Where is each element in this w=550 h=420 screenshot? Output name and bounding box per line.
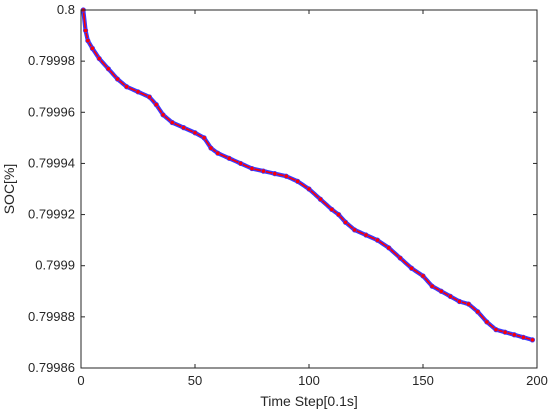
x-tick-label: 100	[298, 373, 320, 388]
y-tick-label: 0.8	[57, 2, 75, 17]
data-point	[89, 45, 96, 51]
data-point	[386, 245, 392, 251]
data-point	[475, 309, 481, 315]
data-point	[85, 38, 91, 44]
data-point	[272, 171, 278, 177]
data-point	[529, 337, 536, 343]
data-point	[160, 112, 166, 118]
data-point	[511, 332, 517, 338]
data-point	[82, 27, 89, 34]
x-tick-label: 50	[188, 373, 202, 388]
data-point	[283, 173, 289, 179]
x-tick-label: 200	[526, 373, 548, 388]
data-point	[215, 150, 221, 156]
data-point	[429, 283, 435, 289]
data-point	[520, 334, 526, 340]
data-point	[238, 160, 244, 167]
data-point	[438, 288, 444, 294]
data-point	[153, 102, 159, 108]
data-point	[105, 66, 111, 72]
data-point	[317, 196, 323, 202]
data-point	[351, 227, 358, 233]
y-tick-label: 0.79992	[28, 207, 75, 222]
data-point	[181, 125, 187, 131]
data-point	[169, 119, 175, 126]
data-point	[192, 130, 198, 136]
data-point	[146, 94, 152, 100]
data-point	[306, 186, 312, 192]
x-axis-ticks: 0 50 100 150 200	[77, 10, 548, 388]
data-point	[502, 329, 508, 335]
data-point	[374, 237, 380, 243]
data-point	[447, 293, 453, 299]
data-point	[96, 55, 102, 62]
y-tick-label: 0.79996	[28, 104, 75, 119]
data-point	[329, 206, 335, 213]
x-tick-label: 150	[412, 373, 434, 388]
x-axis-label: Time Step[0.1s]	[260, 393, 358, 409]
data-point	[465, 301, 472, 307]
y-tick-label: 0.79998	[28, 53, 75, 68]
data-point	[397, 255, 403, 261]
data-point	[408, 265, 415, 271]
data-point	[342, 219, 349, 225]
y-tick-label: 0.79988	[28, 309, 75, 324]
data-point	[114, 76, 121, 82]
data-point	[208, 145, 214, 151]
x-tick-label: 0	[77, 373, 84, 388]
data-point	[363, 232, 369, 238]
data-point	[456, 298, 463, 305]
data-point	[226, 155, 232, 161]
data-point	[294, 178, 301, 184]
data-point	[135, 89, 141, 95]
data-point	[420, 273, 426, 279]
y-axis-label: SOC[%]	[1, 164, 17, 215]
data-point	[201, 135, 207, 141]
data-point	[336, 211, 342, 218]
y-tick-label: 0.79994	[28, 155, 75, 170]
y-axis-ticks: 0.79986 0.79988 0.7999 0.79992 0.79994 0.7999…	[28, 2, 537, 375]
data-point	[493, 327, 499, 333]
data-point	[249, 165, 255, 172]
data-point	[124, 84, 130, 90]
y-tick-label: 0.7999	[35, 258, 75, 273]
data-point	[484, 319, 490, 325]
series-layer	[80, 7, 536, 343]
y-tick-label: 0.79986	[28, 360, 75, 375]
data-point	[260, 168, 266, 174]
